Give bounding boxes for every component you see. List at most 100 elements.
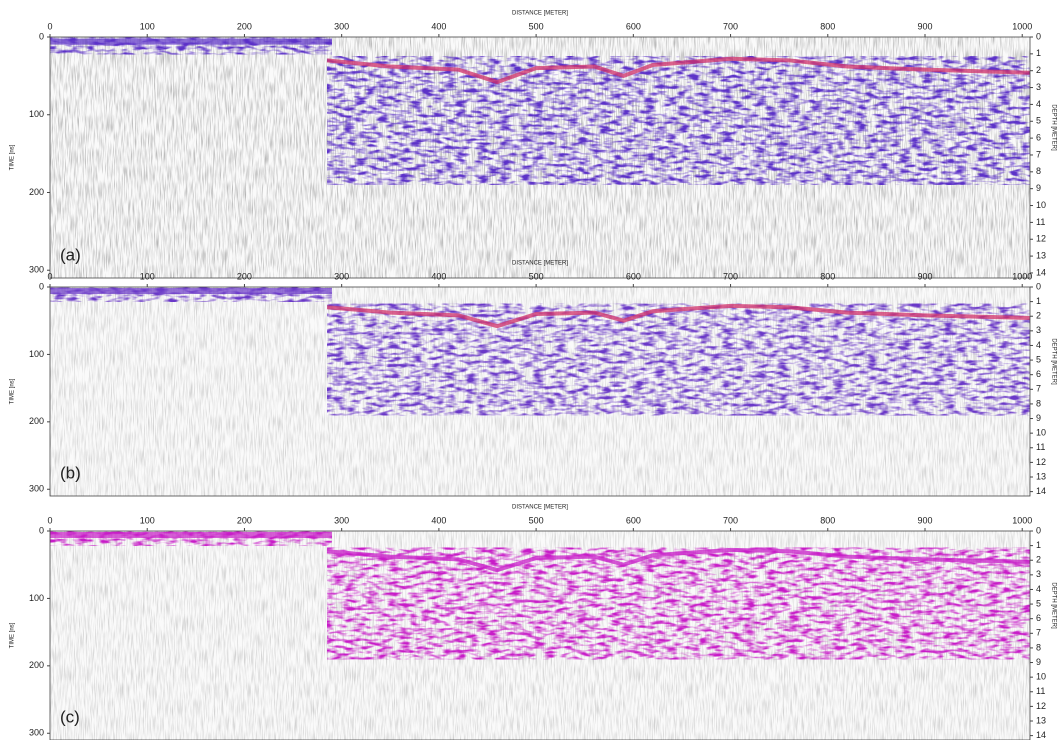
- x-tick-label: 100: [140, 21, 155, 31]
- radargram-image: [50, 37, 1030, 278]
- x-tick-label: 700: [723, 515, 738, 525]
- y2-tick-label: 7: [1036, 149, 1041, 159]
- y-tick-label: 300: [29, 728, 44, 738]
- x-tick-label: 700: [723, 21, 738, 31]
- y2-tick-label: 13: [1036, 715, 1046, 725]
- y2-tick-label: 0: [1036, 525, 1041, 535]
- y2-tick-label: 12: [1036, 234, 1046, 244]
- y2-tick-label: 8: [1036, 642, 1041, 652]
- y2-tick-label: 5: [1036, 354, 1041, 364]
- y-tick-label: 100: [29, 593, 44, 603]
- y-tick-label: 100: [29, 109, 44, 119]
- x-tick-label: 300: [334, 515, 349, 525]
- x-tick-label: 1000: [1012, 515, 1032, 525]
- y2-tick-label: 14: [1036, 267, 1046, 277]
- figure: DISTANCE [METER]010020030040050060070080…: [0, 0, 1063, 740]
- y2-tick-label: 1: [1036, 296, 1041, 306]
- y-tick-label: 0: [39, 525, 44, 535]
- panel-label: (c): [60, 707, 80, 726]
- x-tick-label: 600: [626, 21, 641, 31]
- y2-tick-label: 11: [1036, 217, 1045, 227]
- x-axis-title: DISTANCE [METER]: [512, 261, 568, 267]
- x-tick-label: 0: [47, 271, 52, 281]
- y2-tick-label: 5: [1036, 116, 1041, 126]
- x-tick-label: 900: [917, 271, 932, 281]
- y2-tick-label: 8: [1036, 166, 1041, 176]
- x-tick-label: 400: [431, 271, 446, 281]
- y2-tick-label: 7: [1036, 628, 1041, 638]
- y-tick-label: 200: [29, 416, 44, 426]
- y2-tick-label: 4: [1036, 584, 1041, 594]
- x-tick-label: 200: [237, 21, 252, 31]
- panel-label: (a): [60, 245, 81, 264]
- y2-tick-label: 7: [1036, 384, 1041, 394]
- y2-axis-title: DEPTH [METER]: [1050, 104, 1056, 151]
- x-tick-label: 800: [820, 21, 835, 31]
- panel: DISTANCE [METER]010020030040050060070080…: [10, 505, 1057, 740]
- y2-tick-label: 5: [1036, 598, 1041, 608]
- y2-tick-label: 3: [1036, 569, 1041, 579]
- deep-reflections: [327, 304, 1030, 415]
- x-axis-title: DISTANCE [METER]: [512, 11, 568, 17]
- y2-tick-label: 14: [1036, 486, 1046, 496]
- y-tick-label: 200: [29, 187, 44, 197]
- x-tick-label: 800: [820, 271, 835, 281]
- y2-tick-label: 10: [1036, 428, 1046, 438]
- x-tick-label: 500: [529, 515, 544, 525]
- y-tick-label: 100: [29, 349, 44, 359]
- x-tick-label: 600: [626, 515, 641, 525]
- y2-tick-label: 3: [1036, 82, 1041, 92]
- y-tick-label: 0: [39, 281, 44, 291]
- y2-tick-label: 11: [1036, 686, 1045, 696]
- y2-tick-label: 13: [1036, 250, 1046, 260]
- x-tick-label: 100: [140, 515, 155, 525]
- radargram-image: [50, 287, 1030, 496]
- x-tick-label: 0: [47, 21, 52, 31]
- y2-tick-label: 12: [1036, 457, 1046, 467]
- y2-tick-label: 6: [1036, 613, 1041, 623]
- y2-tick-label: 2: [1036, 555, 1041, 565]
- x-tick-label: 600: [626, 271, 641, 281]
- y2-tick-label: 4: [1036, 99, 1041, 109]
- x-tick-label: 400: [431, 21, 446, 31]
- x-tick-label: 1000: [1012, 271, 1032, 281]
- panel-label: (b): [60, 463, 81, 482]
- y2-tick-label: 2: [1036, 65, 1041, 75]
- x-tick-label: 700: [723, 271, 738, 281]
- y2-tick-label: 1: [1036, 540, 1041, 550]
- y2-tick-label: 10: [1036, 672, 1046, 682]
- y-tick-label: 300: [29, 265, 44, 275]
- x-tick-label: 500: [529, 271, 544, 281]
- y2-tick-label: 3: [1036, 325, 1041, 335]
- y2-tick-label: 10: [1036, 200, 1046, 210]
- x-tick-label: 200: [237, 515, 252, 525]
- y2-tick-label: 0: [1036, 31, 1041, 41]
- x-tick-label: 1000: [1012, 21, 1032, 31]
- x-tick-label: 300: [334, 271, 349, 281]
- y2-tick-label: 11: [1036, 442, 1045, 452]
- x-tick-label: 100: [140, 271, 155, 281]
- y2-axis-title: DEPTH [METER]: [1050, 338, 1056, 385]
- y-axis-title: TIME [ns]: [10, 144, 16, 170]
- deep-reflections: [327, 548, 1030, 659]
- y-axis-title: TIME [ns]: [10, 378, 16, 404]
- x-tick-label: 900: [917, 515, 932, 525]
- deep-reflections: [327, 56, 1030, 184]
- y2-tick-label: 0: [1036, 281, 1041, 291]
- y2-tick-label: 9: [1036, 657, 1041, 667]
- y2-tick-label: 2: [1036, 311, 1041, 321]
- y-tick-label: 300: [29, 484, 44, 494]
- x-tick-label: 400: [431, 515, 446, 525]
- y2-tick-label: 12: [1036, 701, 1046, 711]
- x-tick-label: 500: [529, 21, 544, 31]
- x-tick-label: 800: [820, 515, 835, 525]
- y2-axis-title: DEPTH [METER]: [1050, 582, 1056, 629]
- y2-tick-label: 14: [1036, 730, 1046, 740]
- y2-tick-label: 4: [1036, 340, 1041, 350]
- y2-tick-label: 1: [1036, 48, 1041, 58]
- x-tick-label: 900: [917, 21, 932, 31]
- y2-tick-label: 9: [1036, 413, 1041, 423]
- y2-tick-label: 8: [1036, 398, 1041, 408]
